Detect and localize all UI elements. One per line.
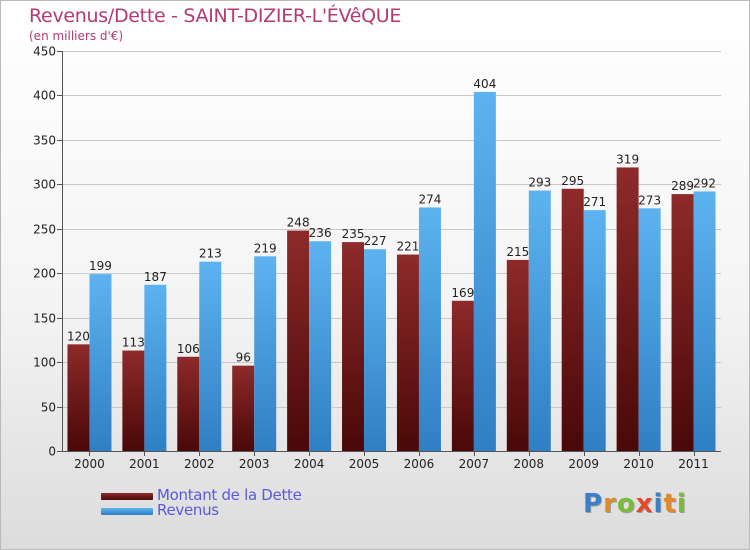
data-label-revenus: 227 bbox=[364, 234, 387, 248]
x-tick-label: 2004 bbox=[294, 457, 325, 471]
bar-revenus bbox=[254, 256, 277, 451]
y-tick-label: 400 bbox=[33, 89, 56, 103]
legend-swatch-dette bbox=[101, 493, 153, 500]
bar-revenus bbox=[528, 190, 551, 452]
bar-dette bbox=[506, 259, 529, 451]
grid-layer: 0 50 100 150 200 250 300 350 400 450 bbox=[33, 45, 721, 459]
logo-letter: i bbox=[653, 489, 664, 519]
logo-letter: r bbox=[603, 489, 617, 519]
x-tick-label: 2006 bbox=[404, 457, 435, 471]
bar-dette bbox=[451, 300, 474, 451]
x-tick-label: 2010 bbox=[623, 457, 654, 471]
data-label-revenus: 213 bbox=[199, 247, 222, 261]
bar-dette bbox=[67, 344, 90, 451]
logo-letter: t bbox=[663, 489, 677, 519]
y-tick-label: 200 bbox=[33, 267, 56, 281]
proxiti-logo: Proxiti bbox=[583, 489, 687, 519]
data-label-revenus: 199 bbox=[89, 259, 112, 273]
label-layer: 2000 120 199 2001 113 187 2002 106 213 2003 96 219 2… bbox=[67, 77, 716, 471]
data-label-dette: 215 bbox=[506, 245, 529, 259]
data-label-dette: 248 bbox=[287, 216, 310, 230]
logo-letter: x bbox=[635, 489, 654, 519]
bar-revenus bbox=[693, 191, 716, 451]
bar-revenus bbox=[418, 207, 441, 451]
data-label-dette: 221 bbox=[397, 240, 420, 254]
data-label-dette: 289 bbox=[671, 179, 694, 193]
legend-label-revenus: Revenus bbox=[157, 501, 219, 519]
y-tick-label: 50 bbox=[41, 401, 56, 415]
y-tick-label: 0 bbox=[48, 445, 56, 459]
y-tick-label: 350 bbox=[33, 134, 56, 148]
data-label-dette: 169 bbox=[451, 286, 474, 300]
bar-dette bbox=[287, 230, 310, 451]
y-tick-label: 300 bbox=[33, 178, 56, 192]
bar-dette bbox=[342, 242, 365, 451]
data-label-revenus: 293 bbox=[528, 176, 551, 190]
data-label-revenus: 273 bbox=[638, 193, 661, 207]
y-tick-label: 100 bbox=[33, 356, 56, 370]
chart-title: Revenus/Dette - SAINT-DIZIER-L'ÉVêQUE bbox=[29, 5, 402, 27]
x-tick-label: 2007 bbox=[459, 457, 490, 471]
x-tick-label: 2011 bbox=[678, 457, 709, 471]
data-label-dette: 113 bbox=[122, 336, 145, 350]
bar-dette bbox=[671, 194, 694, 451]
chart-subtitle: (en milliers d'€) bbox=[29, 29, 124, 43]
bar-dette bbox=[232, 365, 255, 451]
bar-revenus bbox=[89, 274, 112, 451]
data-label-revenus: 292 bbox=[693, 176, 716, 190]
bar-dette bbox=[122, 350, 145, 451]
data-label-dette: 120 bbox=[67, 329, 90, 343]
x-tick-label: 2001 bbox=[129, 457, 160, 471]
bar-dette bbox=[396, 254, 419, 451]
data-label-revenus: 219 bbox=[254, 241, 277, 255]
y-tick-label: 450 bbox=[33, 45, 56, 59]
x-tick-label: 2000 bbox=[74, 457, 105, 471]
logo-letter: i bbox=[676, 489, 687, 519]
logo-letter: P bbox=[583, 489, 604, 519]
logo-letter: o bbox=[616, 489, 636, 519]
y-tick-label: 250 bbox=[33, 223, 56, 237]
data-label-revenus: 271 bbox=[583, 195, 606, 209]
data-label-dette: 235 bbox=[342, 227, 365, 241]
data-label-revenus: 274 bbox=[419, 192, 442, 206]
bar-dette bbox=[616, 167, 639, 451]
x-tick-label: 2005 bbox=[349, 457, 380, 471]
x-tick-label: 2009 bbox=[568, 457, 599, 471]
bar-revenus bbox=[199, 261, 222, 451]
bar-revenus bbox=[473, 91, 496, 451]
data-label-revenus: 236 bbox=[309, 226, 332, 240]
bar-revenus bbox=[309, 241, 332, 451]
data-label-dette: 319 bbox=[616, 152, 639, 166]
data-label-revenus: 404 bbox=[473, 77, 496, 91]
data-label-dette: 96 bbox=[236, 351, 251, 365]
bar-dette bbox=[561, 188, 584, 451]
y-tick-label: 150 bbox=[33, 312, 56, 326]
x-tick-label: 2008 bbox=[514, 457, 545, 471]
data-label-dette: 295 bbox=[561, 174, 584, 188]
legend-label-dette: Montant de la Dette bbox=[157, 486, 302, 504]
bar-layer bbox=[67, 91, 716, 452]
bar-dette bbox=[177, 356, 200, 451]
bar-revenus bbox=[364, 249, 387, 451]
bar-revenus bbox=[144, 284, 167, 451]
x-tick-label: 2003 bbox=[239, 457, 270, 471]
bar-revenus bbox=[638, 208, 661, 451]
legend-swatch-revenus bbox=[101, 508, 153, 515]
data-label-revenus: 187 bbox=[144, 270, 167, 284]
x-tick-label: 2002 bbox=[184, 457, 215, 471]
data-label-dette: 106 bbox=[177, 342, 200, 356]
bar-revenus bbox=[583, 210, 606, 451]
